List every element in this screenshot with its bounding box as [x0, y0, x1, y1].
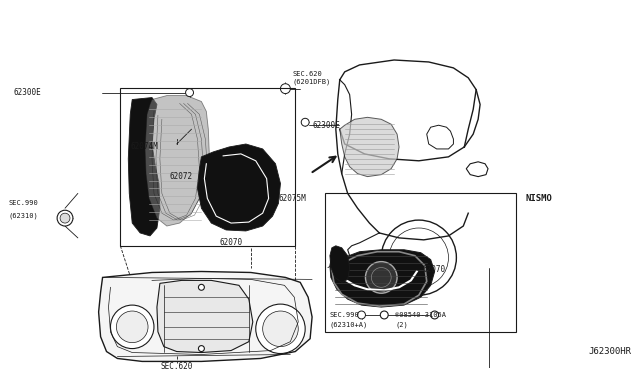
Circle shape	[365, 262, 397, 293]
Circle shape	[198, 284, 204, 290]
Polygon shape	[330, 250, 435, 307]
Bar	[172, 353, 182, 360]
Bar	[211, 353, 221, 360]
Text: 62075M: 62075M	[278, 194, 307, 203]
Text: 62300E: 62300E	[312, 121, 340, 130]
Text: 62070: 62070	[422, 265, 445, 274]
Text: SEC.990: SEC.990	[330, 312, 360, 318]
Polygon shape	[340, 117, 399, 177]
Text: SEC.620
(6201DFB): SEC.620 (6201DFB)	[292, 71, 331, 84]
Circle shape	[301, 118, 309, 126]
Polygon shape	[330, 246, 349, 282]
Polygon shape	[427, 125, 453, 149]
Text: 62074M: 62074M	[131, 142, 158, 151]
Text: 62070: 62070	[219, 238, 243, 247]
Circle shape	[57, 210, 73, 226]
Circle shape	[60, 213, 70, 223]
Text: SEC.620: SEC.620	[161, 362, 193, 371]
Text: 62300E: 62300E	[13, 88, 42, 97]
Polygon shape	[128, 97, 160, 236]
Polygon shape	[99, 272, 312, 362]
Polygon shape	[157, 280, 253, 353]
Text: SEC.990: SEC.990	[9, 200, 38, 206]
Polygon shape	[198, 144, 280, 231]
Text: (62310+A): (62310+A)	[330, 322, 368, 328]
Circle shape	[186, 89, 193, 97]
Bar	[325, 193, 516, 332]
Text: (62310): (62310)	[9, 213, 38, 219]
Text: NISMO: NISMO	[525, 194, 552, 203]
Circle shape	[262, 311, 298, 347]
Circle shape	[280, 84, 291, 94]
Circle shape	[256, 304, 305, 353]
Circle shape	[380, 311, 388, 319]
Circle shape	[358, 311, 365, 319]
Circle shape	[198, 346, 204, 352]
Text: ®08540-3105A: ®08540-3105A	[395, 312, 446, 318]
Bar	[120, 88, 295, 246]
Text: 62072: 62072	[170, 172, 193, 181]
Circle shape	[431, 311, 438, 319]
Text: J62300HR: J62300HR	[588, 347, 631, 356]
Circle shape	[116, 311, 148, 343]
Circle shape	[111, 305, 154, 349]
Polygon shape	[467, 162, 488, 177]
Polygon shape	[145, 96, 209, 226]
Text: (2): (2)	[395, 322, 408, 328]
